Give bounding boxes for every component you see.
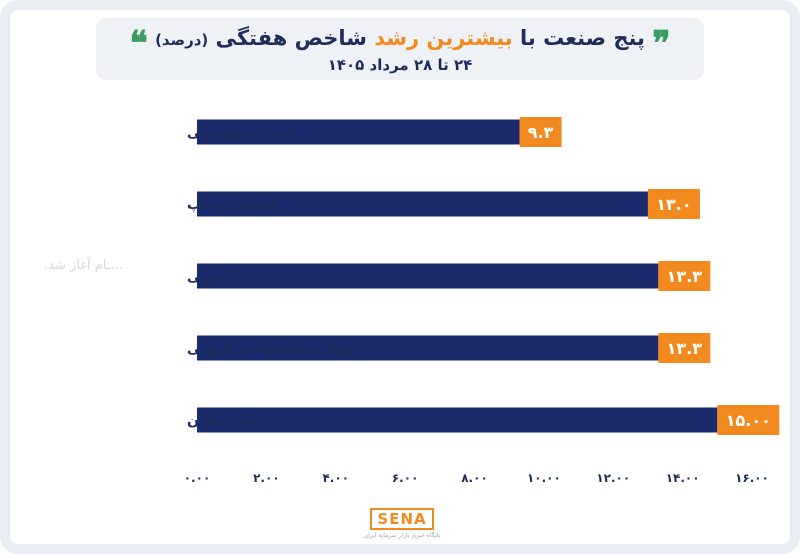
x-tick-label: ۸.۰۰ bbox=[461, 471, 488, 485]
data-label-box bbox=[658, 261, 711, 291]
data-label: ۱۳.۳ bbox=[667, 339, 703, 358]
data-label-box bbox=[647, 189, 700, 219]
watermark-text: ...ـام آغاز شد. bbox=[44, 258, 123, 273]
data-label: ۱۵.۰۰ bbox=[726, 411, 771, 430]
x-tick-label: ۰.۰۰ bbox=[184, 471, 211, 485]
chart-bar-layer: فنی و مهندسی ۹.۳ انتشار و چاپ ۱۳.۰ رادیویی ۱۳… bbox=[187, 117, 780, 435]
x-tick-label: ۱۲.۰۰ bbox=[596, 471, 630, 485]
data-label: ۱۳.۰ bbox=[656, 195, 691, 214]
category-label: رادیویی bbox=[187, 269, 241, 285]
x-tick-label: ۴.۰۰ bbox=[322, 471, 349, 485]
quote-open-icon: ❞ bbox=[652, 24, 671, 64]
bar bbox=[197, 263, 659, 289]
title-part-2: شاخص هفتگی bbox=[215, 26, 367, 50]
chart-header: ❞ پنج صنعت با بیشترین رشد شاخص هفتگی (در… bbox=[96, 18, 704, 80]
bar bbox=[197, 191, 648, 217]
logo-tagline: پایگاه خبری بازار سرمایه ایران bbox=[363, 532, 441, 539]
x-tick-label: ۶.۰۰ bbox=[392, 471, 419, 485]
data-label-box bbox=[717, 405, 780, 435]
bar bbox=[197, 119, 520, 145]
sena-logo: SENA پایگاه خبری بازار سرمایه ایران bbox=[354, 508, 450, 546]
category-label: فنی و مهندسی bbox=[187, 125, 294, 141]
x-tick-label: ۱۰.۰۰ bbox=[527, 471, 561, 485]
x-tick-label: ۲.۰۰ bbox=[253, 471, 280, 485]
chart-subtitle: ۲۴ تا ۲۸ مرداد ۱۴۰۵ bbox=[327, 56, 473, 74]
category-label: انتشار و چاپ bbox=[187, 197, 278, 213]
x-tick-label: ۱۴.۰۰ bbox=[666, 471, 700, 485]
chart-title: ❞ پنج صنعت با بیشترین رشد شاخص هفتگی (در… bbox=[96, 26, 704, 61]
bar bbox=[197, 407, 718, 433]
x-tick-label: ۱۶.۰۰ bbox=[735, 471, 769, 485]
data-label-box bbox=[658, 333, 711, 363]
data-label: ۹.۳ bbox=[528, 123, 554, 142]
category-label: سایر معادن bbox=[187, 413, 266, 429]
bar bbox=[197, 335, 659, 361]
title-unit: (درصد) bbox=[155, 31, 209, 49]
quote-close-icon: ❝ bbox=[129, 24, 148, 64]
title-accent: بیشترین رشد bbox=[374, 26, 513, 50]
data-label: ۱۳.۳ bbox=[667, 267, 703, 286]
logo-word: SENA bbox=[370, 508, 434, 530]
chart-axis-layer: ۰.۰۰ ۲.۰۰ ۴.۰۰ ۶.۰۰ ۸.۰۰ ۱۰.۰۰ ۱۲.۰۰ ۱۴.۰۰ ۱۶.۰۰ bbox=[184, 471, 769, 485]
data-label-box bbox=[519, 117, 562, 147]
category-label: مواد و محصولات دارویی bbox=[187, 341, 354, 357]
title-part-1: پنج صنعت با bbox=[519, 26, 645, 50]
